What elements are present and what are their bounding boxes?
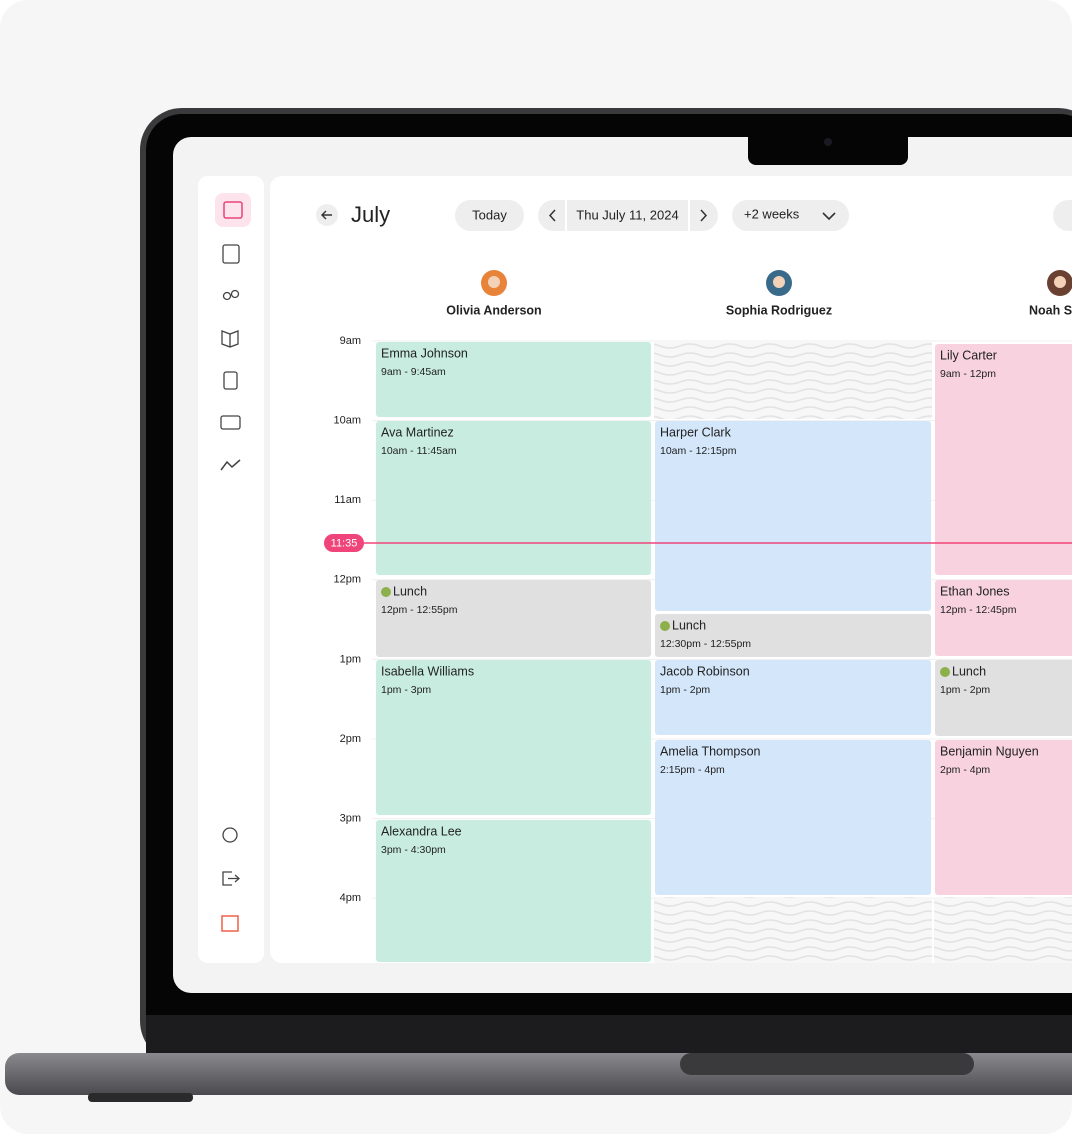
current-time-pill: [324, 534, 364, 552]
nav-contacts[interactable]: [222, 244, 240, 264]
event-name: Emma Johnson: [381, 346, 468, 360]
event-name: Jacob Robinson: [660, 664, 750, 678]
event-time: 2:15pm - 4pm: [660, 764, 725, 776]
sidebar: [198, 176, 264, 963]
event-time: 1pm - 2pm: [940, 684, 990, 696]
time-label: 2pm: [340, 733, 361, 745]
appointment[interactable]: [935, 580, 1072, 656]
event-time: 9am - 9:45am: [381, 366, 446, 378]
foot: [88, 1093, 193, 1102]
lunch-block[interactable]: [655, 614, 931, 657]
date-picker[interactable]: [538, 200, 718, 231]
time-label: 3pm: [340, 813, 361, 825]
appointment[interactable]: [935, 740, 1072, 895]
event-name: Lunch: [393, 584, 427, 598]
time-label: 12pm: [333, 574, 361, 586]
avatar-face: [1054, 276, 1066, 288]
event-time: 1pm - 2pm: [660, 684, 710, 696]
event-name: Lily Carter: [940, 348, 997, 362]
appointment[interactable]: [655, 421, 931, 611]
time-label: 4pm: [340, 892, 361, 904]
event-name: Lunch: [672, 618, 706, 632]
unavailable: [654, 897, 932, 963]
event-time: 12pm - 12:55pm: [381, 604, 458, 616]
event-name: Isabella Williams: [381, 664, 474, 678]
event-name: Ava Martinez: [381, 425, 454, 439]
team-icon: [230, 289, 240, 299]
prev-day[interactable]: [548, 209, 556, 222]
appointment[interactable]: [376, 342, 651, 417]
event-name: Ethan Jones: [940, 584, 1010, 598]
salad-icon: [660, 621, 670, 631]
today-label: Today: [472, 207, 507, 222]
nav-logout[interactable]: [222, 871, 240, 886]
notch: [748, 130, 908, 165]
column-name: Olivia Anderson: [446, 303, 541, 317]
column-name: Noah S: [1029, 303, 1072, 317]
time-label: 9am: [340, 335, 361, 347]
back-arrow: [321, 210, 332, 220]
month-title: July: [351, 202, 390, 227]
event-time: 10am - 12:15pm: [660, 445, 737, 457]
lunch-block[interactable]: [376, 580, 651, 657]
range-label: +2 weeks: [744, 206, 800, 221]
event-time: 3pm - 4:30pm: [381, 844, 446, 856]
salad-icon: [381, 587, 391, 597]
column-name: Sophia Rodriguez: [726, 303, 832, 317]
appointment[interactable]: [376, 421, 651, 575]
time-label: 11am: [334, 494, 361, 506]
event-time: 12pm - 12:45pm: [940, 604, 1017, 616]
event-name: Amelia Thompson: [660, 744, 761, 758]
dropdown-chevron: [822, 212, 836, 221]
nav-payments[interactable]: [220, 415, 241, 430]
event-time: 1pm - 3pm: [381, 684, 431, 696]
event-name: Benjamin Nguyen: [940, 744, 1039, 758]
appointment[interactable]: [655, 660, 931, 735]
view-button[interactable]: [1053, 200, 1072, 231]
appointment[interactable]: [376, 820, 651, 962]
nav-analytics[interactable]: [220, 459, 241, 471]
nav-docs[interactable]: [223, 371, 238, 390]
nav-team[interactable]: [222, 291, 232, 301]
range-dropdown[interactable]: [732, 200, 849, 231]
base-notch: [680, 1053, 974, 1075]
event-name: Alexandra Lee: [381, 824, 462, 838]
event-time: 10am - 11:45am: [381, 445, 457, 457]
event-name: Lunch: [952, 664, 986, 678]
calendar-icon: [223, 201, 243, 219]
avatar-face: [488, 276, 500, 288]
nav-settings[interactable]: [222, 827, 238, 843]
logo: [221, 915, 239, 932]
time-label: 10am: [333, 415, 361, 427]
unavailable: [934, 897, 1072, 963]
nav-calendar[interactable]: [215, 193, 251, 227]
appointment[interactable]: [376, 660, 651, 815]
camera: [824, 138, 832, 146]
avatar-face: [773, 276, 785, 288]
event-time: 12:30pm - 12:55pm: [660, 638, 751, 650]
nav-book[interactable]: [221, 330, 239, 348]
event-name: Harper Clark: [660, 425, 732, 439]
next-day[interactable]: [700, 209, 708, 222]
today-button[interactable]: [455, 200, 524, 231]
event-time: 2pm - 4pm: [940, 764, 990, 776]
salad-icon: [940, 667, 950, 677]
unavailable: [654, 341, 932, 419]
date-label: Thu July 11, 2024: [576, 207, 678, 222]
lunch-block[interactable]: [935, 660, 1072, 736]
appointment[interactable]: [655, 740, 931, 895]
event-time: 9am - 12pm: [940, 368, 996, 380]
appointment[interactable]: [935, 344, 1072, 575]
current-time: 11:35: [331, 537, 358, 549]
time-label: 1pm: [340, 653, 361, 665]
hinge: [146, 1015, 1072, 1055]
app: July Today Thu July 11, 2024 +2 weeks 9a…: [198, 176, 1072, 963]
